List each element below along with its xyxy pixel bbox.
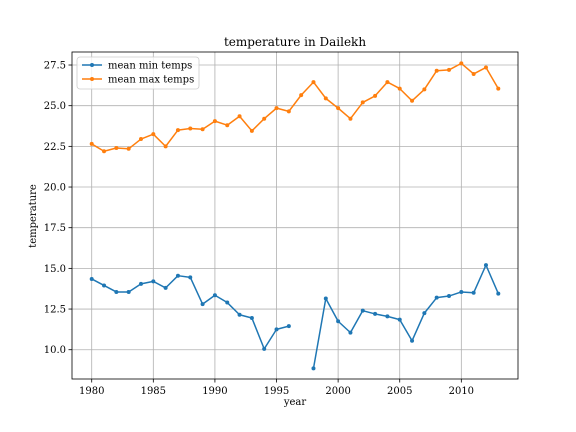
data-point-min [286,324,291,329]
data-point-min [262,346,267,351]
x-tick-label: 2000 [325,386,350,397]
data-point-max [212,119,217,124]
data-point-min [311,366,316,371]
data-point-max [126,146,131,151]
y-tick-label: 20.0 [44,183,66,194]
data-point-min [434,295,439,300]
data-point-max [114,145,119,150]
y-tick-label: 22.5 [44,142,66,153]
data-point-max [151,132,156,137]
x-tick-label: 1990 [202,386,227,397]
data-point-min [89,276,94,281]
data-point-min [385,314,390,319]
x-tick-label: 1985 [141,386,166,397]
data-point-max [434,68,439,73]
series-layer [89,61,501,371]
plot-frame [71,51,519,380]
data-point-max [496,86,501,91]
y-tick-label: 12.5 [44,305,66,316]
data-point-min [373,311,378,316]
data-point-max [360,100,365,105]
data-point-max [323,96,328,101]
data-point-max [200,127,205,132]
data-point-max [471,71,476,76]
data-point-max [422,87,427,92]
x-tick-label: 2010 [449,386,474,397]
data-point-min [397,317,402,322]
axis-ticks: 1980 1985 1990 1995 2000 2005 2010 10.0 12.5 15.0… [44,61,474,397]
chart-title: temperature in Dailekh [224,35,366,49]
data-point-max [225,123,230,128]
data-point-max [138,137,143,142]
data-point-max [483,65,488,70]
y-tick-label: 17.5 [44,223,66,234]
data-point-max [249,128,254,133]
data-point-max [385,80,390,85]
data-point-min [225,300,230,305]
data-point-max [274,106,279,111]
data-point-min [212,293,217,298]
data-point-max [299,93,304,98]
x-tick-label: 1980 [79,386,104,397]
legend-marker-max [90,77,94,81]
data-point-max [262,116,267,121]
data-point-max [410,98,415,103]
data-point-max [348,116,353,121]
y-tick-label: 27.5 [44,61,66,72]
x-axis-label: year [283,397,307,408]
data-point-min [483,263,488,268]
data-point-min [138,281,143,286]
data-point-min [114,289,119,294]
legend: mean min temps mean max temps [76,56,200,90]
legend-label-max: mean max temps [108,75,194,86]
data-point-max [373,93,378,98]
legend-marker-min [90,63,94,67]
y-tick-label: 10.0 [44,345,66,356]
series-line-max [91,62,499,152]
data-point-max [102,149,107,154]
data-point-min [471,290,476,295]
x-tick-label: 2005 [387,386,412,397]
data-point-min [447,294,452,299]
data-point-min [323,296,328,301]
data-point-max [397,86,402,91]
data-point-max [89,141,94,146]
legend-label-min: mean min temps [108,61,192,72]
data-point-max [237,114,242,119]
data-point-min [360,308,365,313]
data-point-min [348,330,353,335]
data-point-max [311,80,316,85]
data-point-min [188,275,193,280]
data-point-min [274,327,279,332]
data-point-min [410,338,415,343]
data-point-min [126,289,131,294]
data-point-min [496,291,501,296]
data-point-min [163,285,168,290]
data-point-min [336,319,341,324]
data-point-max [188,126,193,131]
data-point-min [102,283,107,288]
data-point-max [286,109,291,114]
grid-lines [72,52,518,379]
x-tick-label: 1995 [264,386,289,397]
data-point-min [249,315,254,320]
y-tick-label: 15.0 [44,264,66,275]
data-point-min [237,312,242,317]
data-point-min [459,289,464,294]
data-point-max [459,61,464,66]
data-point-min [200,302,205,307]
data-point-min [422,311,427,316]
data-point-max [163,144,168,149]
data-point-min [175,273,180,278]
data-point-max [175,128,180,133]
data-point-max [336,106,341,111]
legend-box [76,56,200,90]
data-point-max [447,67,452,72]
y-axis-label: temperature [28,184,39,248]
y-tick-label: 25.0 [44,101,66,112]
data-point-min [151,279,156,284]
